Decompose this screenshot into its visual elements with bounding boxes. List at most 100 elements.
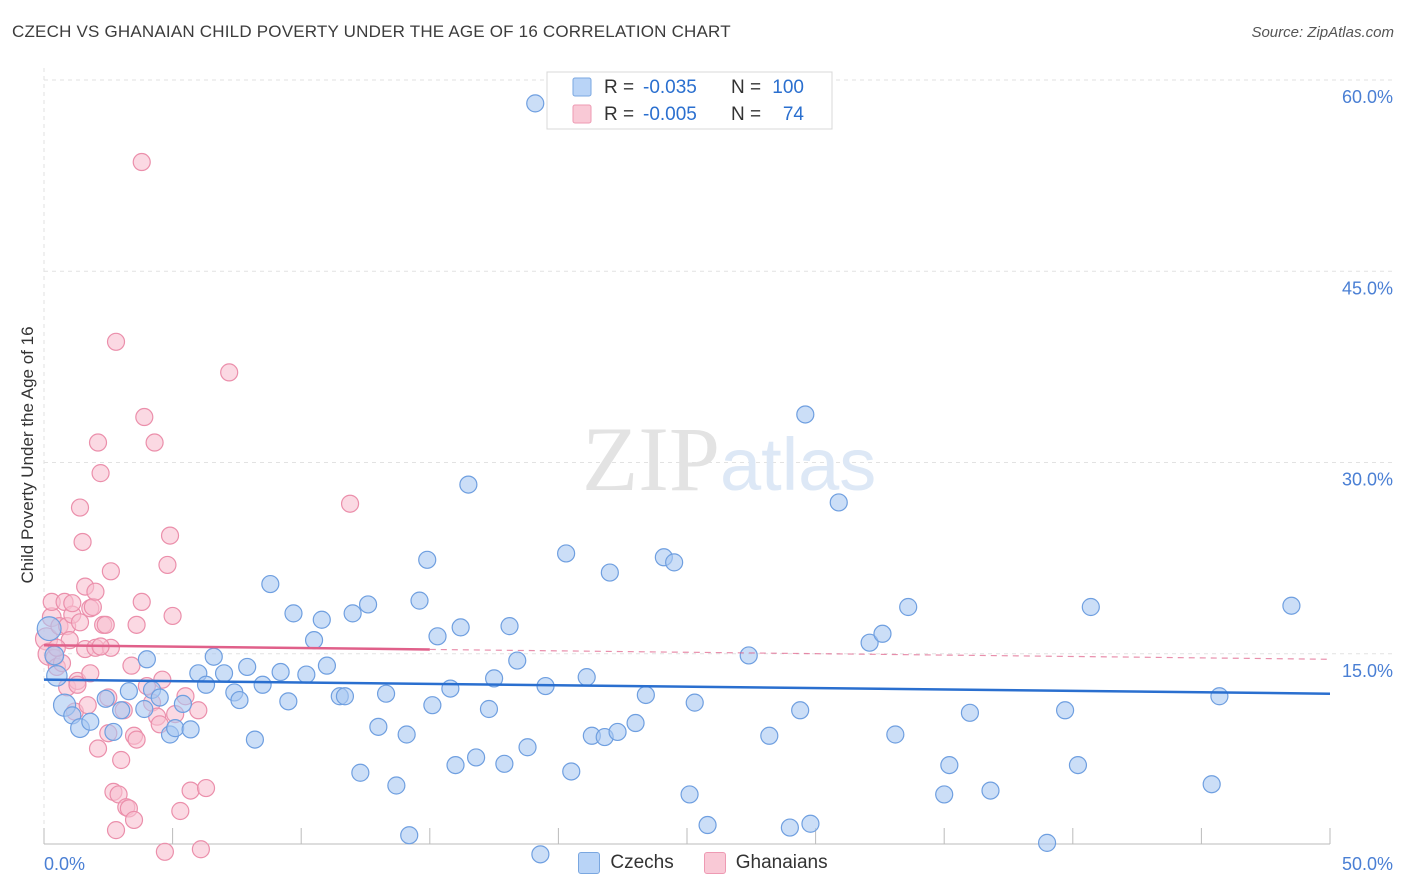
czechs-point xyxy=(253,675,272,694)
ghanaians-point xyxy=(155,842,174,861)
ghanaians-point xyxy=(81,664,100,683)
czechs-point xyxy=(508,651,527,670)
czechs-point xyxy=(112,701,131,720)
ghanaians-point xyxy=(191,840,210,859)
czechs-point xyxy=(899,597,918,617)
stats-n-value-ghanaians: 74 xyxy=(783,104,805,125)
czechs-point xyxy=(577,668,596,687)
series-legend: Czechs Ghanaians xyxy=(0,852,1406,874)
czechs-point xyxy=(279,692,298,711)
czechs-point xyxy=(791,701,810,720)
ghanaians-point xyxy=(86,582,105,601)
legend-item-ghanaians[interactable]: Ghanaians xyxy=(703,852,828,874)
watermark-atlas: atlas xyxy=(720,423,876,506)
czechs-point xyxy=(873,624,892,643)
czechs-point xyxy=(150,688,169,707)
y-tick-label-45: 45.0% xyxy=(1342,278,1393,298)
czechs-point xyxy=(376,684,396,703)
ghanaians-trend-line-extension xyxy=(429,648,1331,660)
czechs-point xyxy=(698,815,717,835)
czechs-point xyxy=(261,574,280,594)
czechs-point xyxy=(387,776,406,795)
ghanaians-point xyxy=(145,433,164,452)
czechs-point xyxy=(369,717,388,736)
ghanaians-point xyxy=(70,613,90,632)
czechs-point xyxy=(860,633,879,652)
ghanaians-point xyxy=(160,526,180,545)
czechs-point xyxy=(680,785,699,804)
czechs-points xyxy=(36,94,1301,864)
ghanaians-point xyxy=(340,494,360,513)
stats-swatch-czechs xyxy=(572,77,592,97)
ghanaians-point xyxy=(88,739,108,758)
ghanaians-point xyxy=(132,152,151,172)
ghanaians-point xyxy=(91,464,110,483)
czechs-point xyxy=(665,553,684,572)
stats-n-value-czechs: 100 xyxy=(772,77,804,98)
czechs-point xyxy=(760,726,779,745)
ghanaians-point xyxy=(70,498,90,517)
ghanaians-point xyxy=(112,750,131,770)
czechs-point xyxy=(36,616,62,642)
source-label: Source: ZipAtlas.com xyxy=(1251,24,1394,41)
y-axis-label: Child Poverty Under the Age of 16 xyxy=(18,326,37,583)
czechs-point xyxy=(44,645,65,666)
czechs-point xyxy=(1037,833,1057,852)
czechs-point xyxy=(801,814,820,833)
ghanaians-point xyxy=(101,562,120,581)
czechs-point xyxy=(343,604,362,623)
czechs-point xyxy=(940,755,959,775)
czechs-point xyxy=(400,826,419,845)
czechs-point xyxy=(196,675,216,694)
ghanaians-point xyxy=(106,821,126,840)
czechs-point xyxy=(96,689,115,708)
ghanaians-point xyxy=(135,407,154,427)
y-tick-label-60: 60.0% xyxy=(1342,87,1393,107)
czechs-point xyxy=(466,748,486,767)
czechs-point xyxy=(739,646,758,665)
czechs-point xyxy=(428,627,447,646)
czechs-point xyxy=(214,664,234,683)
legend-label-ghanaians: Ghanaians xyxy=(735,852,828,873)
czechs-point xyxy=(531,845,550,864)
stats-legend: R = -0.035 N = 100 R = -0.005 N = 74 xyxy=(546,71,833,130)
czechs-point xyxy=(459,475,478,494)
ghanaians-point xyxy=(73,532,92,552)
czechs-point xyxy=(562,762,581,781)
czechs-point xyxy=(626,713,645,733)
czechs-point xyxy=(1282,596,1301,615)
czechs-point xyxy=(1081,597,1100,617)
x-tick-label-max: 50.0% xyxy=(1342,854,1393,874)
czechs-point xyxy=(230,690,249,710)
czechs-point xyxy=(284,604,303,623)
czechs-point xyxy=(304,631,324,650)
czechs-point xyxy=(557,544,576,563)
czechs-point xyxy=(1202,775,1221,794)
ghanaians-point xyxy=(196,778,216,798)
czechs-trend-line xyxy=(43,678,1331,695)
czechs-point xyxy=(1210,687,1229,706)
czechs-point xyxy=(335,687,355,706)
ghanaians-point xyxy=(132,592,151,612)
czechs-point xyxy=(46,665,68,687)
ghanaians-point xyxy=(88,433,108,452)
stats-n-label-ghanaians: N = xyxy=(731,104,761,125)
czechs-point xyxy=(441,679,460,698)
czechs-point xyxy=(119,682,138,701)
ghanaians-point xyxy=(96,615,115,634)
x-axis-ticks xyxy=(43,828,1331,844)
y-tick-labels: 15.0% 30.0% 45.0% 60.0% xyxy=(1342,87,1393,681)
ghanaians-point xyxy=(181,781,200,800)
stats-swatch-ghanaians xyxy=(572,104,592,124)
ghanaians-point xyxy=(158,555,177,575)
legend-item-czechs[interactable]: Czechs xyxy=(578,852,674,874)
czechs-point xyxy=(204,647,223,666)
czechs-point xyxy=(238,657,257,677)
czechs-point xyxy=(245,730,265,749)
czechs-point xyxy=(518,738,537,757)
stats-n-label-czechs: N = xyxy=(731,77,761,98)
czechs-point xyxy=(173,694,192,714)
stats-r-label-ghanaians: R = xyxy=(604,104,634,125)
czechs-point xyxy=(351,763,370,782)
